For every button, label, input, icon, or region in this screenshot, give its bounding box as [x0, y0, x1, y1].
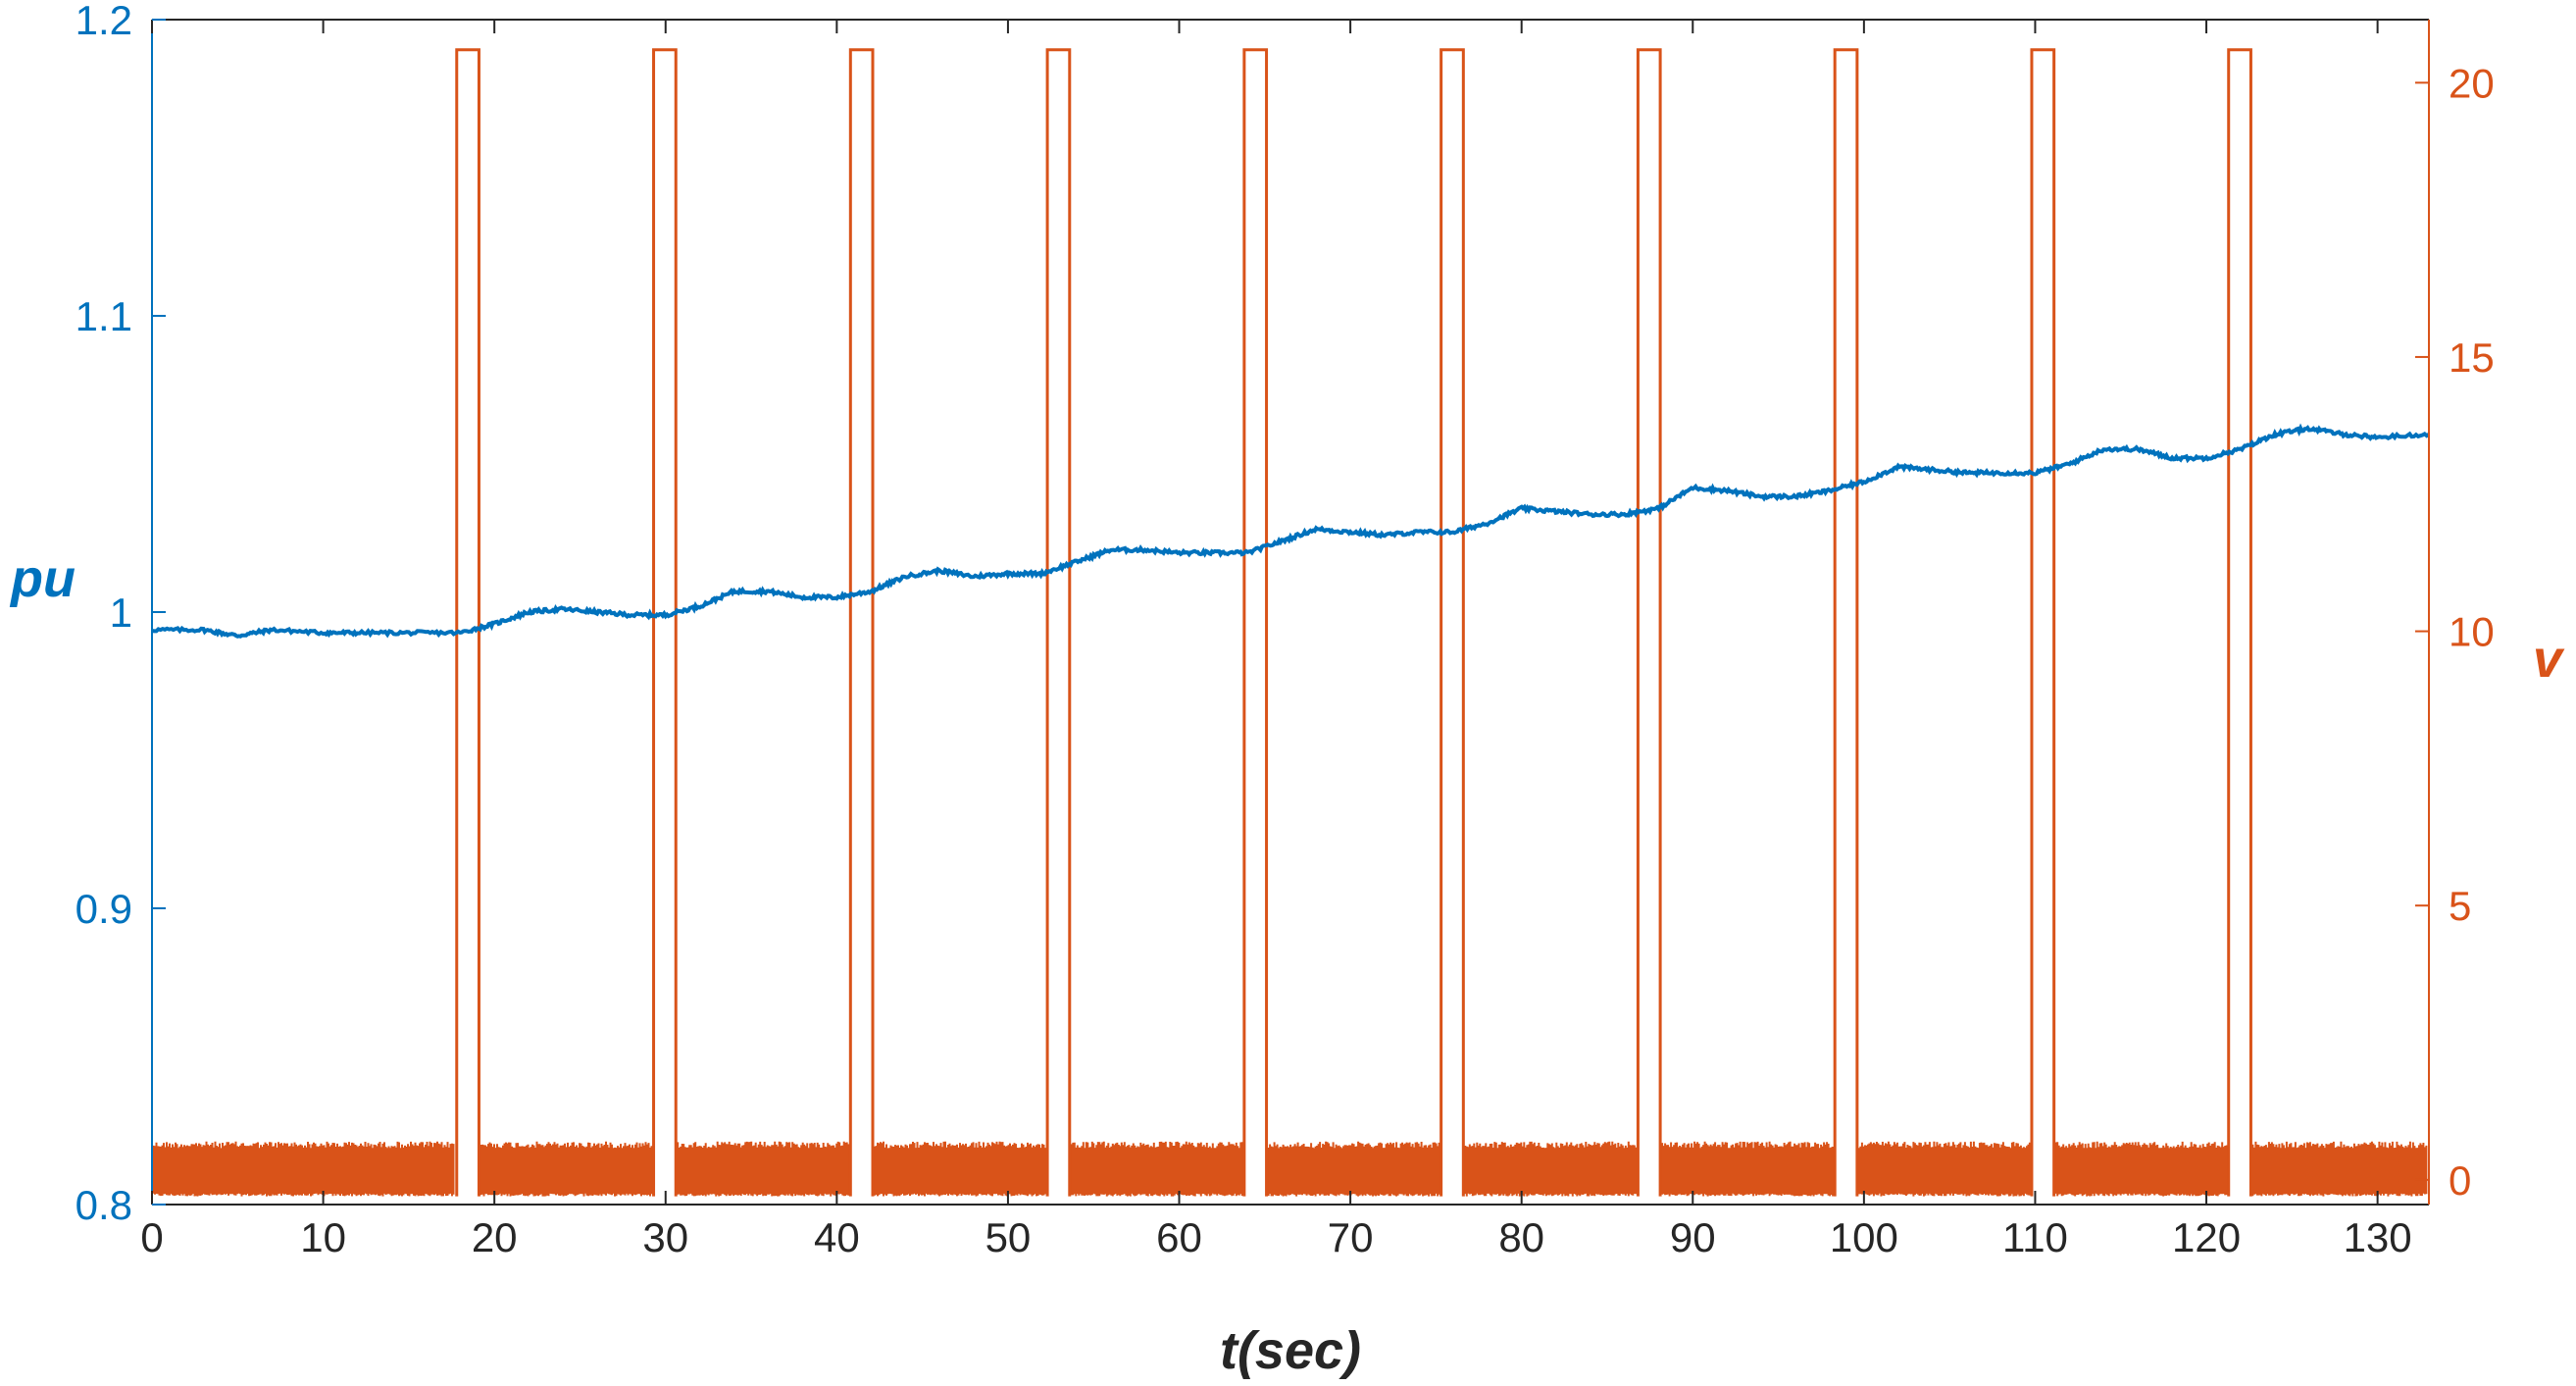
right-noise-segment-9 — [2054, 1141, 2228, 1197]
right-pulse-6 — [1440, 48, 1465, 1197]
right-pulse-5 — [1242, 48, 1269, 1197]
y-left-tick-label: 1.1 — [76, 293, 132, 339]
x-axis-label: t(sec) — [1220, 1321, 1361, 1380]
right-noise-segment-2 — [677, 1141, 850, 1197]
x-tick-label: 100 — [1830, 1214, 1898, 1260]
right-noise-segment-3 — [874, 1141, 1046, 1197]
x-tick-label: 10 — [300, 1214, 346, 1260]
right-noise-segment-0 — [152, 1141, 455, 1197]
y-right-tick-label: 20 — [2449, 60, 2495, 106]
right-pulse-7 — [1636, 48, 1662, 1197]
right-pulse-9 — [2030, 48, 2056, 1197]
right-axis-label: v — [2533, 630, 2565, 689]
x-tick-label: 120 — [2172, 1214, 2241, 1260]
right-noise-segment-7 — [1661, 1141, 1835, 1197]
y-left-tick-label: 1 — [110, 590, 132, 636]
x-tick-label: 30 — [642, 1214, 688, 1260]
plot-area — [152, 20, 2429, 1205]
right-noise-segment-5 — [1267, 1141, 1440, 1197]
right-pulse-8 — [1833, 48, 1859, 1197]
right-noise-segment-8 — [1857, 1141, 2031, 1197]
y-right-tick-label: 0 — [2449, 1157, 2471, 1204]
right-pulse-3 — [848, 48, 875, 1197]
x-tick-label: 130 — [2344, 1214, 2412, 1260]
left-axis-label: pu — [9, 549, 76, 608]
right-noise-segment-6 — [1464, 1141, 1638, 1197]
y-left-tick-label: 1.2 — [76, 0, 132, 43]
right-noise-segment-4 — [1070, 1141, 1243, 1197]
y-right-tick-label: 5 — [2449, 883, 2471, 929]
y-left-tick-label: 0.8 — [76, 1182, 132, 1228]
right-pulse-10 — [2227, 48, 2252, 1197]
right-pulse-2 — [652, 48, 678, 1197]
right-pulse-1 — [455, 48, 480, 1197]
x-tick-label: 20 — [472, 1214, 518, 1260]
left-series-line — [152, 423, 2429, 639]
y-right-tick-label: 15 — [2449, 334, 2495, 381]
x-tick-label: 0 — [140, 1214, 163, 1260]
x-tick-label: 110 — [2002, 1214, 2068, 1260]
x-tick-label: 50 — [985, 1214, 1032, 1260]
x-tick-label: 80 — [1498, 1214, 1544, 1260]
right-noise-segment-10 — [2251, 1141, 2428, 1197]
y-right-tick-label: 10 — [2449, 609, 2495, 655]
right-pulse-4 — [1045, 48, 1072, 1197]
x-tick-label: 60 — [1156, 1214, 1202, 1260]
x-tick-label: 70 — [1328, 1214, 1374, 1260]
x-tick-label: 90 — [1670, 1214, 1716, 1260]
x-tick-label: 40 — [814, 1214, 860, 1260]
y-left-tick-label: 0.9 — [76, 886, 132, 932]
right-noise-segment-1 — [480, 1141, 653, 1197]
